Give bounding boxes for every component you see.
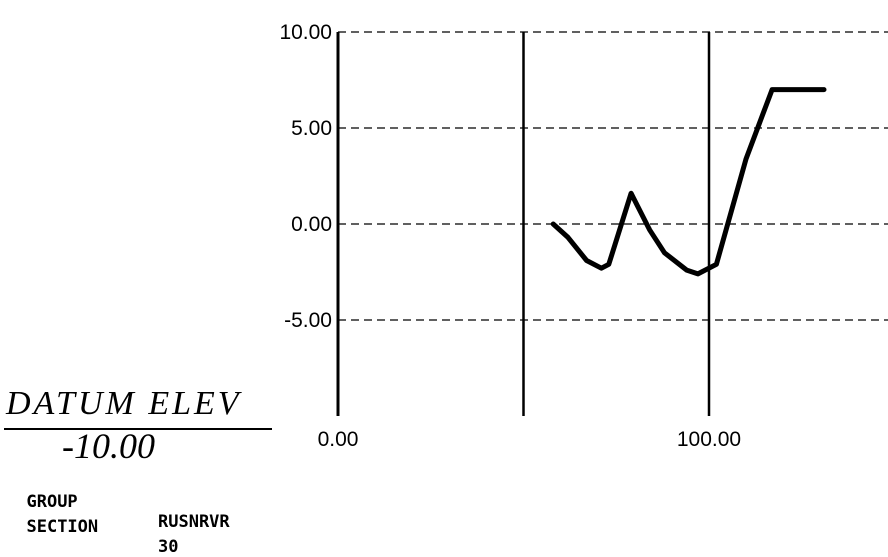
y-tick-label: 0.00 [291,213,332,236]
y-gridlines [338,31,888,321]
datum-elev-value: -10.00 [62,426,155,466]
section-value: 30 [158,537,179,557]
y-tick-label: 10.00 [279,21,332,44]
section-label: SECTION [26,517,99,537]
group-value: RUSNRVR [158,512,230,532]
y-tick-label: 5.00 [291,117,332,140]
group-label: GROUP [26,492,78,512]
x-tick-label: 0.00 [318,428,359,451]
x-gridlines [522,32,711,416]
section-row: SECTION 30 [6,497,178,557]
series-group [550,87,827,277]
x-tick-labels: 0.00 100.00 [318,428,742,451]
y-tick-label: -5.00 [284,309,332,332]
series-line [550,87,827,277]
datum-elev-label: DATUM ELEV [6,385,242,422]
y-tick-labels: 10.00 5.00 0.00 -5.00 [279,21,332,332]
datum-underline [4,428,272,430]
x-tick-label: 100.00 [677,428,741,451]
cross-section-chart: 10.00 5.00 0.00 -5.00 0.00 100.00 [279,21,888,451]
